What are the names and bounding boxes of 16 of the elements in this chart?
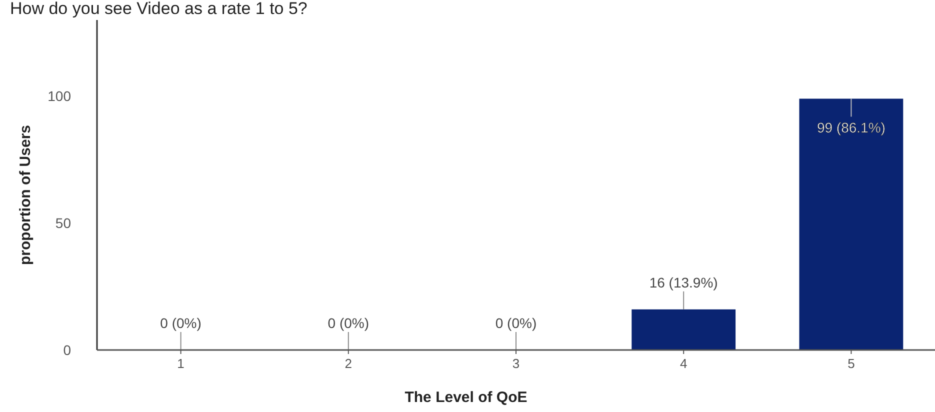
y-tick-label: 50 xyxy=(55,214,72,231)
x-axis-title: The Level of QoE xyxy=(404,389,528,406)
data-label: 0 (0%) xyxy=(328,315,370,331)
data-label: 16 (13.9%) xyxy=(649,274,718,290)
x-tick-label: 2 xyxy=(344,356,352,371)
x-tick-label: 5 xyxy=(848,356,855,371)
data-label: 0 (0%) xyxy=(495,315,537,331)
x-tick-label: 3 xyxy=(512,356,520,371)
x-tick-label: 4 xyxy=(680,356,688,371)
y-tick-label: 0 xyxy=(63,342,72,358)
y-tick-label: 100 xyxy=(48,88,72,104)
chart-title: How do you see Video as a rate 1 to 5? xyxy=(10,0,308,18)
y-axis-title: proportion of Users xyxy=(17,124,34,266)
data-label: 99 (86.1%) xyxy=(816,120,886,136)
data-label: 0 (0%) xyxy=(160,315,202,331)
x-tick-label: 1 xyxy=(177,356,184,371)
